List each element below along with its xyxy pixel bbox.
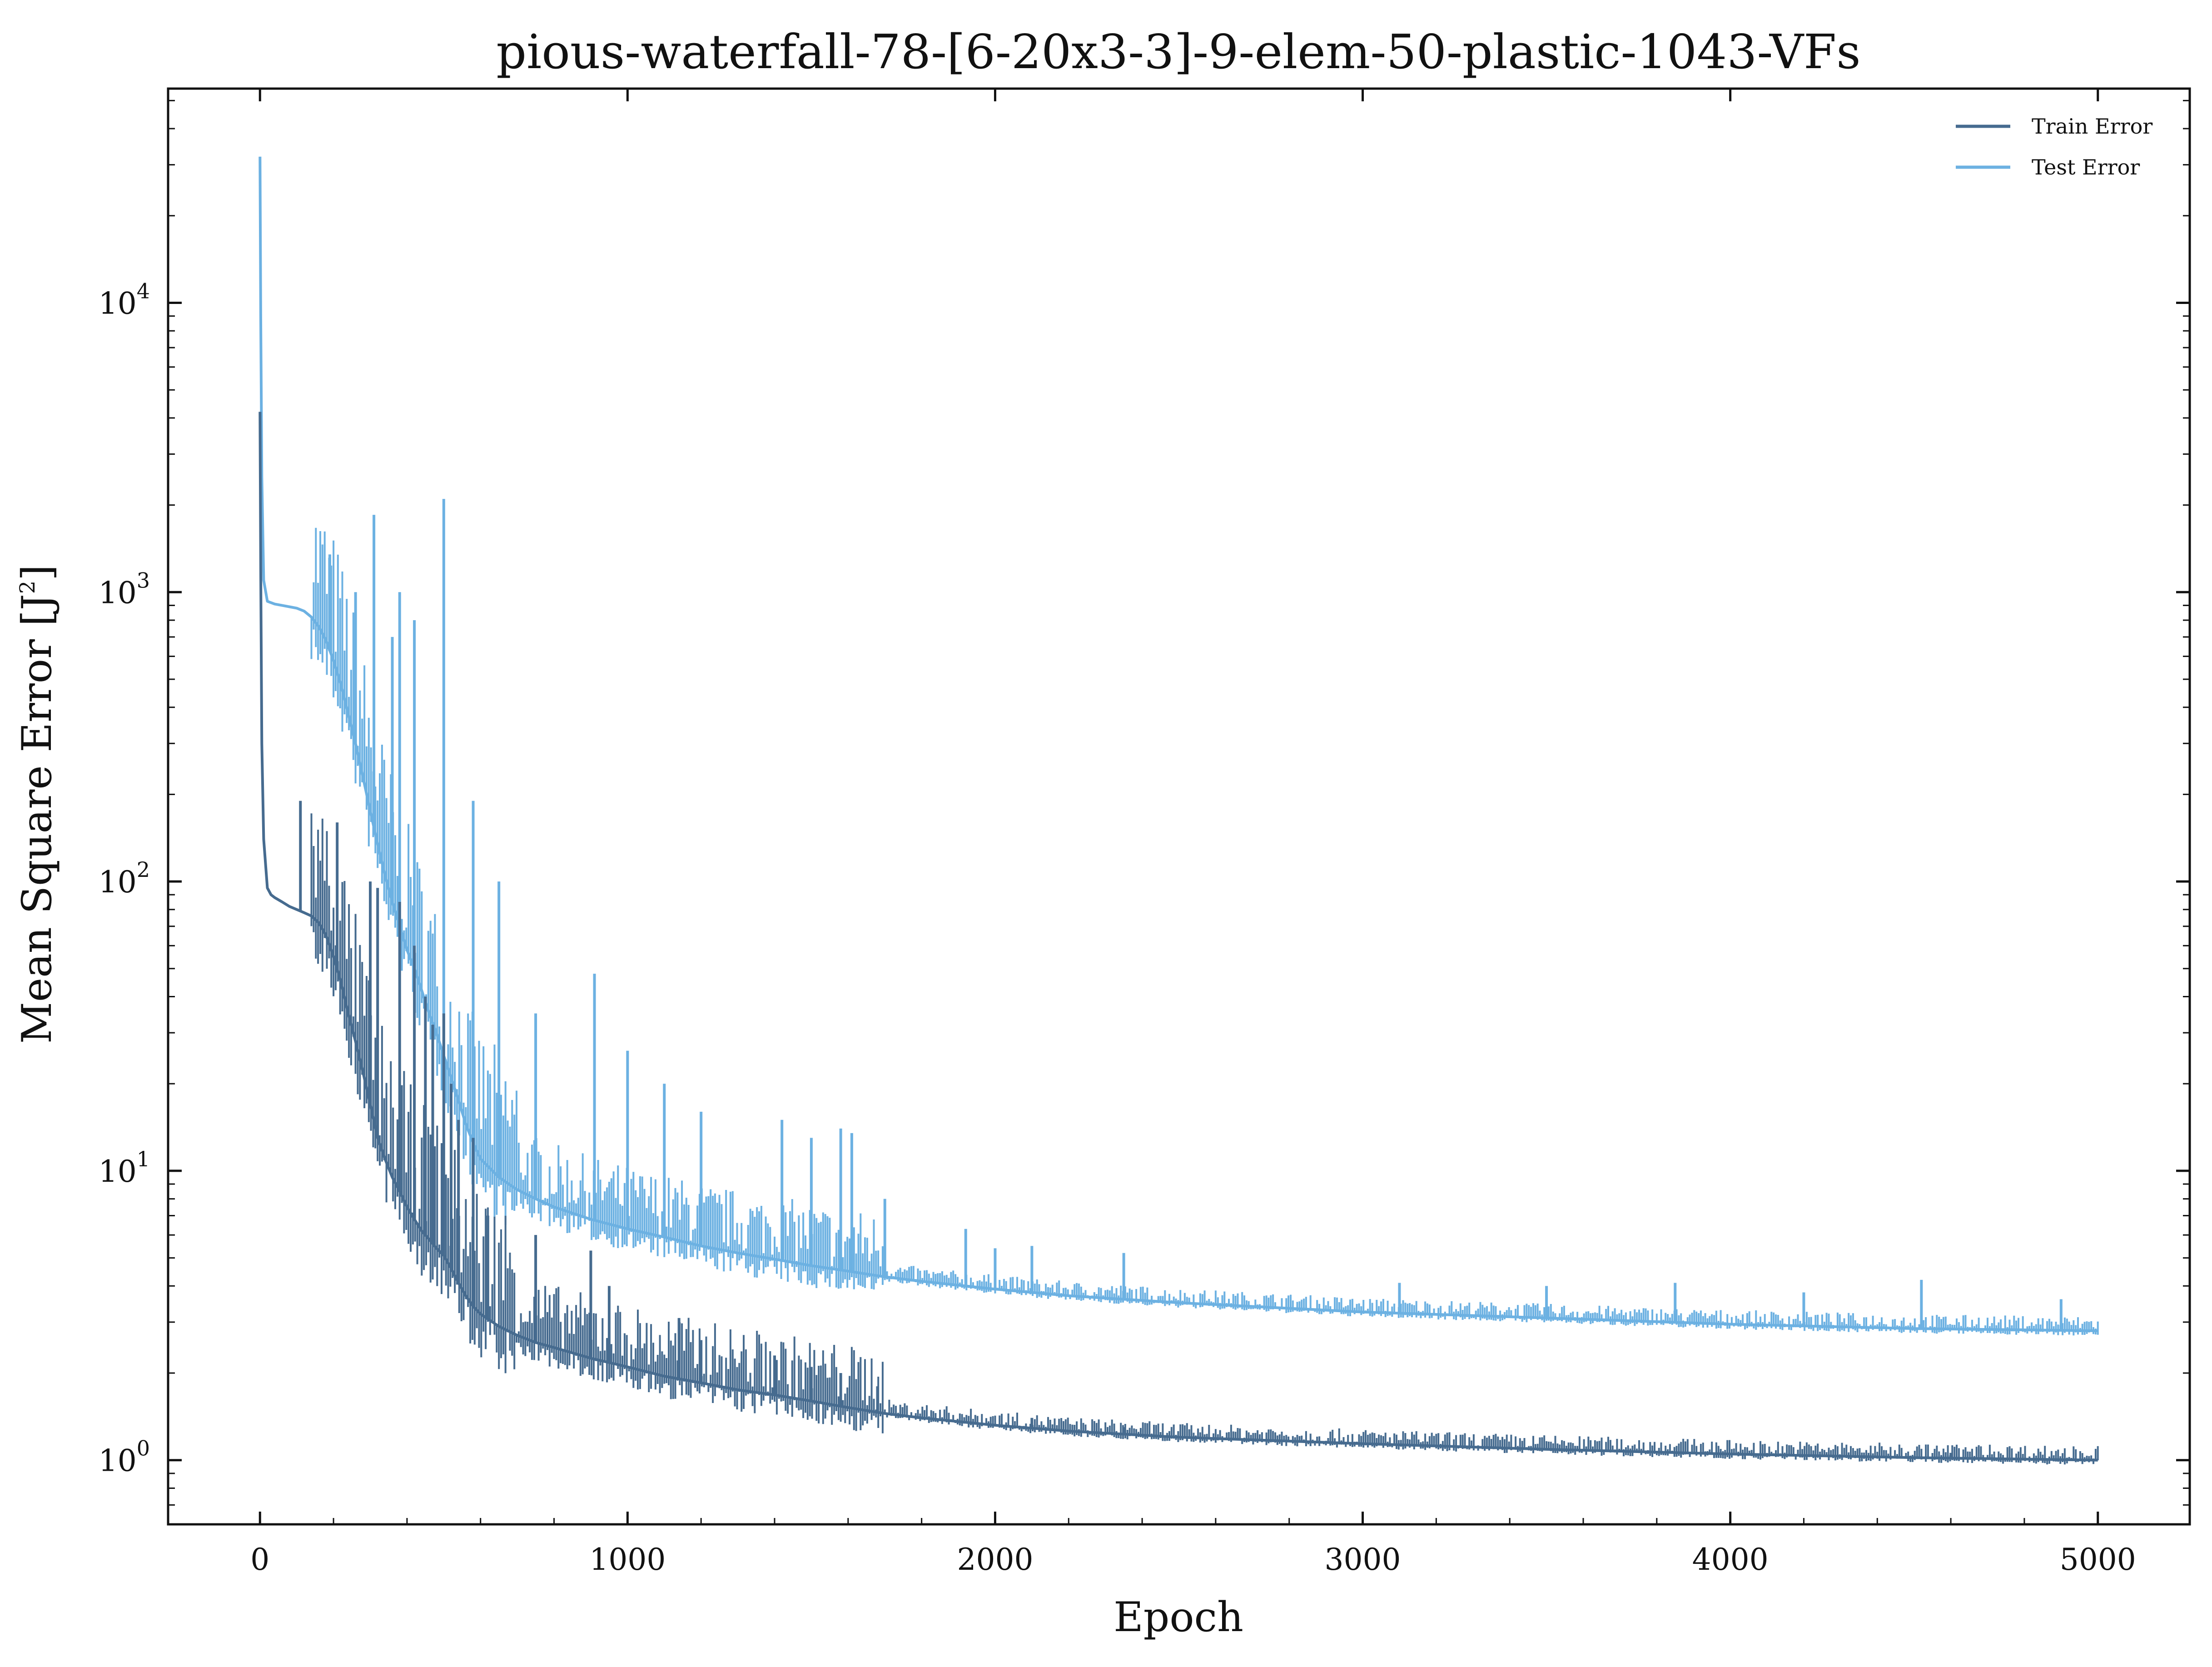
x-axis: 0 1000 2000 3000 4000 5000 — [250, 89, 2136, 1577]
y-tick-label: 104 — [99, 279, 150, 321]
legend-label-test-error: Test Error — [2032, 155, 2140, 179]
x-axis-label: Epoch — [1113, 1593, 1243, 1641]
y-tick-label: 100 — [99, 1436, 150, 1478]
y-axis-label-main: Mean Square Error [J — [13, 594, 61, 1044]
y-axis-label-superscript: 2 — [15, 581, 40, 594]
y-axis-label: Mean Square Error [J2] — [13, 565, 61, 1044]
chart-title: pious-waterfall-78-[6-20x3-3]-9-elem-50-… — [496, 24, 1860, 80]
test-error-noise — [310, 527, 2099, 1336]
x-tick-label: 1000 — [589, 1542, 666, 1577]
y-tick-exponent: 1 — [137, 1147, 150, 1171]
y-tick-exponent: 4 — [137, 279, 150, 303]
x-tick-label: 4000 — [1692, 1542, 1769, 1577]
y-tick-base: 10 — [99, 1443, 137, 1478]
y-tick-label: 102 — [99, 857, 150, 900]
y-tick-label: 103 — [99, 568, 150, 610]
x-tick-label: 5000 — [2060, 1542, 2136, 1577]
plot-frame — [167, 87, 2191, 1526]
x-tick-label: 3000 — [1325, 1542, 1401, 1577]
y-axis-label-suffix: ] — [13, 565, 61, 581]
y-tick-base: 10 — [99, 286, 137, 321]
y-tick-exponent: 2 — [137, 857, 150, 882]
series-layer — [258, 156, 2099, 1465]
x-tick-label: 0 — [250, 1542, 269, 1577]
y-tick-label: 101 — [99, 1147, 150, 1189]
y-tick-exponent: 3 — [137, 568, 150, 592]
train-error-noise — [310, 813, 2099, 1465]
x-tick-label: 2000 — [957, 1542, 1033, 1577]
legend: Train Error Test Error — [1956, 114, 2152, 179]
y-tick-base: 10 — [99, 865, 137, 900]
legend-label-train-error: Train Error — [2032, 114, 2152, 139]
y-tick-base: 10 — [99, 575, 137, 610]
y-tick-exponent: 0 — [137, 1436, 150, 1461]
y-tick-base: 10 — [99, 1154, 137, 1189]
